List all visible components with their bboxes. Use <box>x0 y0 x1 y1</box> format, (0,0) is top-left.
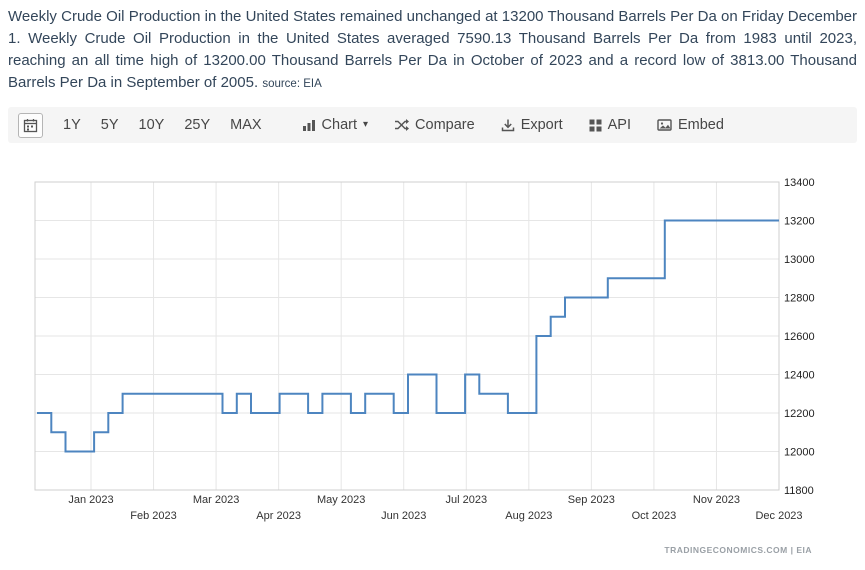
compare-icon <box>395 119 410 131</box>
range-button-5y[interactable]: 5Y <box>100 117 119 133</box>
range-button-max[interactable]: MAX <box>230 117 262 133</box>
x-axis-label: Jan 2023 <box>68 494 113 506</box>
x-axis-label: Jul 2023 <box>445 494 487 506</box>
embed-icon <box>657 119 672 131</box>
api-label: API <box>607 117 631 133</box>
export-icon <box>501 119 514 132</box>
y-axis-label: 12600 <box>784 331 815 343</box>
x-axis-label: May 2023 <box>317 494 365 506</box>
x-axis-label: Oct 2023 <box>632 510 677 522</box>
embed-label: Embed <box>677 117 724 133</box>
y-axis-label: 12000 <box>784 447 815 459</box>
chart-type-menu[interactable]: Chart ▾ <box>302 117 369 133</box>
embed-button[interactable]: Embed <box>657 117 724 133</box>
watermark: TRADINGECONOMICS.COM | EIA <box>664 545 812 555</box>
y-axis-label: 13200 <box>784 216 815 228</box>
summary-paragraph: Weekly Crude Oil Production in the Unite… <box>8 6 857 95</box>
range-button-10y[interactable]: 10Y <box>138 117 165 133</box>
x-axis-label: Aug 2023 <box>505 510 552 522</box>
source-label: source: EIA <box>262 78 322 90</box>
x-axis-label: Nov 2023 <box>693 494 740 506</box>
summary-text: Weekly Crude Oil Production in the Unite… <box>8 8 857 91</box>
chart-toolbar: 1Y 5Y 10Y 25Y MAX Chart ▾ Compare Export <box>8 107 857 143</box>
compare-label: Compare <box>415 117 475 133</box>
y-axis-label: 13000 <box>784 254 815 266</box>
production-chart[interactable]: 11800 12000 12200 12400 12600 12800 13000 13200… <box>0 157 865 559</box>
export-button[interactable]: Export <box>501 117 563 133</box>
x-axis-label: Apr 2023 <box>256 510 301 522</box>
calendar-button[interactable] <box>18 112 43 138</box>
range-button-25y[interactable]: 25Y <box>184 117 211 133</box>
calendar-icon <box>23 118 38 132</box>
caret-down-icon: ▾ <box>363 119 369 130</box>
export-label: Export <box>520 117 563 133</box>
x-axis-label: Feb 2023 <box>130 510 176 522</box>
x-axis-label: Mar 2023 <box>193 494 239 506</box>
bar-chart-icon <box>302 120 315 131</box>
production-series-line[interactable] <box>37 219 779 453</box>
x-axis-label: Jun 2023 <box>381 510 426 522</box>
api-icon <box>589 119 602 131</box>
x-axis-label: Dec 2023 <box>755 510 802 522</box>
chart-menu-label: Chart <box>321 117 358 133</box>
plot-border <box>34 181 780 491</box>
range-button-1y[interactable]: 1Y <box>63 117 81 133</box>
api-button[interactable]: API <box>589 117 631 133</box>
chart-area: 11800 12000 12200 12400 12600 12800 13000 13200… <box>0 157 865 564</box>
compare-button[interactable]: Compare <box>394 117 475 133</box>
y-axis-label: 13400 <box>784 177 815 189</box>
y-axis-label: 12400 <box>784 370 815 382</box>
y-axis-label: 12800 <box>784 293 815 305</box>
y-axis-label: 11800 <box>784 485 814 497</box>
x-axis-label: Sep 2023 <box>568 494 615 506</box>
y-axis-label: 12200 <box>784 408 815 420</box>
